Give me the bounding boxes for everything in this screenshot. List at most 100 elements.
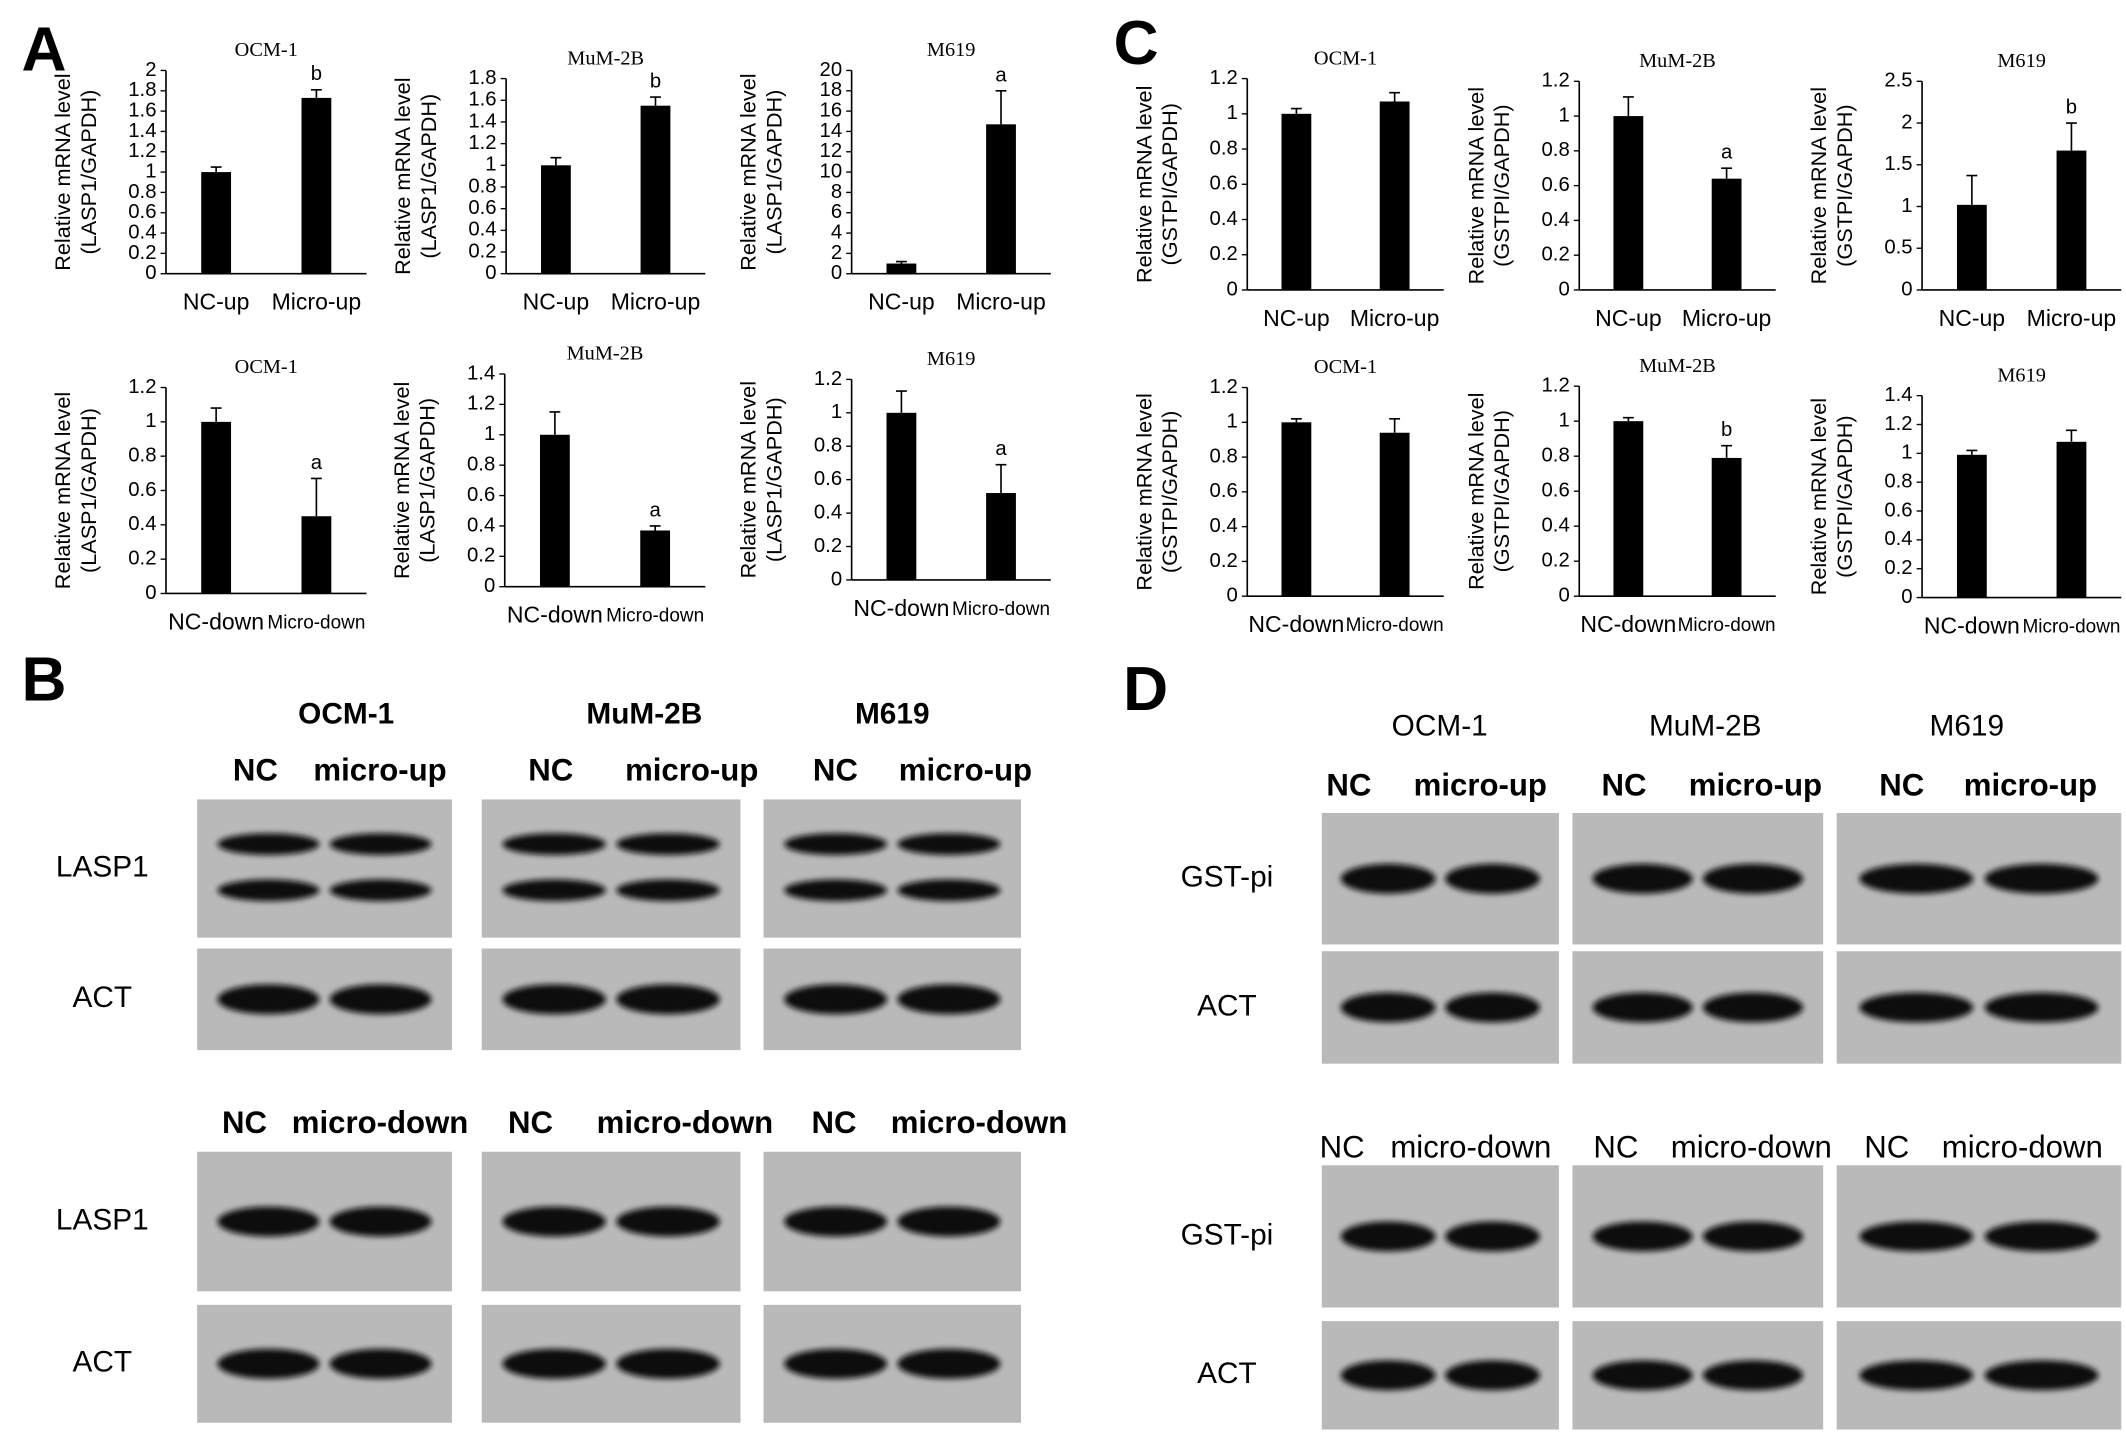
y-tick-label: 0.4 [1542, 209, 1570, 231]
y-tick-label: 1.2 [1542, 70, 1570, 92]
bar [301, 516, 332, 594]
x-tick-label: NC-up [183, 289, 250, 315]
band-label: ACT [73, 1346, 133, 1379]
chart-title: MuM-2B [1639, 50, 1716, 72]
bar [986, 493, 1016, 580]
x-tick-label: Micro-down [606, 606, 704, 627]
bar [1956, 204, 1987, 290]
blot-band [1702, 863, 1804, 894]
cell-line-label: MuM-2B [1649, 710, 1762, 743]
blot-band [784, 1348, 888, 1379]
y-axis-label: Relative mRNA level [1806, 87, 1831, 284]
x-tick-label: Micro-up [272, 289, 362, 315]
x-tick-label: Micro-down [2022, 616, 2120, 637]
error-bar [310, 477, 322, 517]
y-tick-label: 1.8 [468, 67, 496, 89]
y-tick-label: 1.4 [1884, 384, 1912, 406]
bar [1379, 432, 1410, 597]
x-tick-label: Micro-up [1350, 305, 1440, 331]
x-tick-label: Micro-down [952, 599, 1050, 620]
error-bar [1290, 107, 1302, 114]
chart-title: OCM-1 [235, 356, 298, 378]
error-bar [1389, 91, 1401, 102]
band-label: LASP1 [56, 1203, 149, 1236]
error-bar [310, 88, 322, 98]
y-tick-label: 0.6 [1210, 480, 1238, 502]
x-tick-label: NC-down [1580, 611, 1676, 637]
blot-band [217, 984, 320, 1015]
lane-label: micro-down [1942, 1129, 2103, 1164]
significance-label: a [649, 499, 661, 521]
blot-band [1445, 1221, 1540, 1252]
blot-membrane [197, 799, 452, 938]
bar [2056, 441, 2087, 598]
lane-label: micro-down [1671, 1129, 1832, 1164]
y-tick-label: 0.4 [1884, 528, 1912, 550]
lane-label: NC [1326, 767, 1371, 802]
x-tick-label: NC-up [1595, 305, 1662, 331]
panel-letter: C [1114, 9, 1159, 78]
band-label: GST-pi [1181, 1218, 1274, 1251]
x-tick-label: Micro-up [611, 289, 701, 315]
y-tick-label: 0.8 [1542, 139, 1570, 161]
blot-band [1702, 1360, 1804, 1391]
y-tick-label: 0.4 [128, 513, 156, 535]
y-tick-label: 1.2 [1210, 67, 1238, 89]
bar [1711, 178, 1742, 290]
x-tick-label: Micro-down [1346, 615, 1444, 636]
y-tick-label: 1.2 [1210, 376, 1238, 398]
chart-title: M619 [1997, 50, 2046, 72]
x-tick-label: NC-down [507, 602, 603, 628]
error-bar [210, 166, 222, 173]
y-axis-label: Relative mRNA level [1463, 392, 1488, 589]
cell-line-label: OCM-1 [298, 697, 394, 730]
bar [539, 434, 570, 587]
chart-title: M619 [1997, 364, 2046, 386]
y-tick-label: 0.4 [814, 501, 842, 523]
y-axis-label: Relative mRNA level [50, 73, 75, 270]
significance-label: a [1721, 142, 1733, 164]
y-axis-label: (GSTPI/GAPDH) [1832, 415, 1857, 577]
blot-band [502, 833, 606, 855]
error-bar [550, 156, 562, 166]
blot-band [329, 833, 432, 855]
y-tick-label: 0.8 [814, 435, 842, 457]
blot-band [616, 1206, 720, 1237]
blot-band [1984, 1221, 2099, 1252]
y-tick-label: 16 [820, 99, 843, 121]
blot-band [1592, 1360, 1693, 1391]
y-tick-label: 1 [484, 423, 495, 445]
y-axis-label: Relative mRNA level [390, 77, 415, 274]
y-tick-label: 0.6 [128, 479, 156, 501]
lane-label: NC [1864, 1129, 1909, 1164]
chart-title: OCM-1 [1314, 356, 1377, 378]
significance-label: b [1721, 419, 1732, 441]
blot-band [1859, 992, 1974, 1023]
bar [886, 263, 917, 274]
bar [1711, 457, 1742, 597]
blot-band [329, 1348, 432, 1379]
chart-title: MuM-2B [567, 47, 644, 69]
y-axis-label: Relative mRNA level [1131, 86, 1156, 283]
bar [1956, 454, 1987, 598]
lane-label: NC [508, 1105, 553, 1140]
y-tick-label: 18 [820, 79, 843, 101]
x-tick-label: Micro-up [2027, 305, 2117, 331]
significance-label: a [311, 452, 323, 474]
band-label: LASP1 [56, 850, 149, 883]
error-bar [549, 411, 561, 435]
error-bar [895, 260, 907, 264]
error-bar [995, 89, 1007, 125]
bar [640, 530, 671, 587]
blot-band [897, 879, 1001, 902]
blot-band [616, 833, 720, 855]
blot-band [1984, 992, 2099, 1023]
y-tick-label: 0.4 [468, 219, 496, 241]
bar [986, 124, 1016, 274]
y-tick-label: 0.6 [814, 468, 842, 490]
y-axis-label: (LASP1/GAPDH) [761, 397, 786, 562]
blot-band [1592, 992, 1693, 1023]
y-tick-label: 6 [831, 201, 842, 223]
y-axis-label: Relative mRNA level [1463, 87, 1488, 284]
cell-line-label: M619 [1930, 710, 2005, 743]
